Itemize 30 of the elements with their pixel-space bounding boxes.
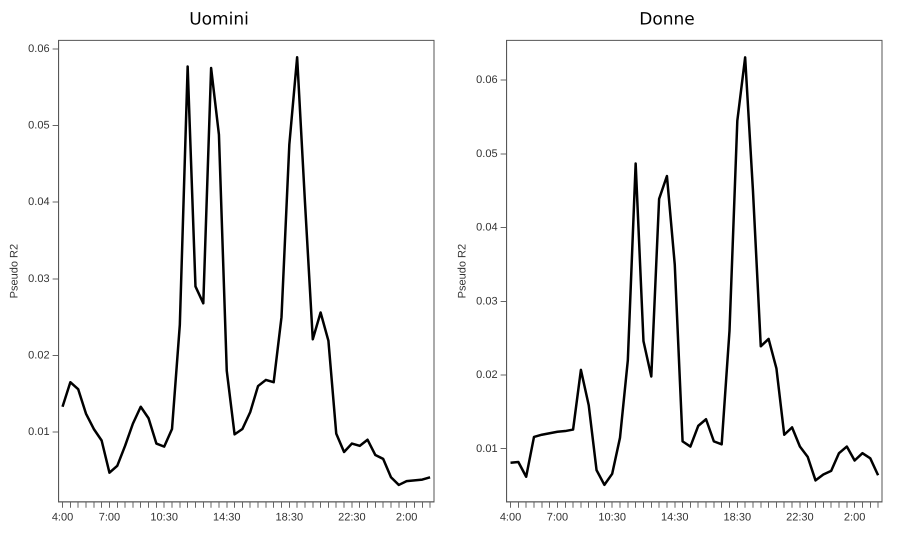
y-tick-label: 0.01	[28, 426, 50, 438]
y-axis-title: Pseudo R2	[8, 244, 21, 298]
y-tick-label: 0.03	[28, 272, 50, 285]
y-tick-label: 0.02	[28, 349, 50, 362]
y-tick-label: 0.04	[28, 196, 50, 208]
x-tick-label: 4:00	[52, 511, 74, 524]
y-tick-label: 0.05	[476, 148, 498, 160]
y-tick-label: 0.05	[28, 120, 50, 132]
x-tick-label: 18:30	[724, 511, 752, 524]
x-tick-label: 10:30	[150, 511, 178, 524]
x-tick-label: 2:00	[396, 511, 418, 524]
chart-title: Donne	[639, 10, 695, 30]
x-tick-label: 10:30	[598, 511, 626, 524]
x-tick-label: 7:00	[546, 511, 568, 524]
x-tick-label: 2:00	[844, 511, 866, 524]
y-tick-label: 0.06	[476, 74, 498, 86]
chart-title: Uomini	[189, 10, 249, 30]
x-tick-label: 22:30	[338, 511, 366, 524]
y-tick-label: 0.03	[476, 295, 498, 308]
x-tick-label: 18:30	[276, 511, 304, 524]
x-tick-label: 14:30	[660, 511, 689, 524]
x-tick-label: 14:30	[212, 511, 241, 524]
y-tick-label: 0.04	[476, 222, 498, 234]
y-tick-label: 0.02	[476, 369, 498, 382]
y-tick-label: 0.06	[28, 42, 50, 55]
y-tick-label: 0.01	[476, 442, 498, 455]
x-tick-label: 22:30	[786, 511, 814, 524]
x-tick-label: 4:00	[500, 511, 522, 524]
y-axis-title: Pseudo R2	[456, 244, 469, 298]
x-tick-label: 7:00	[98, 511, 120, 524]
